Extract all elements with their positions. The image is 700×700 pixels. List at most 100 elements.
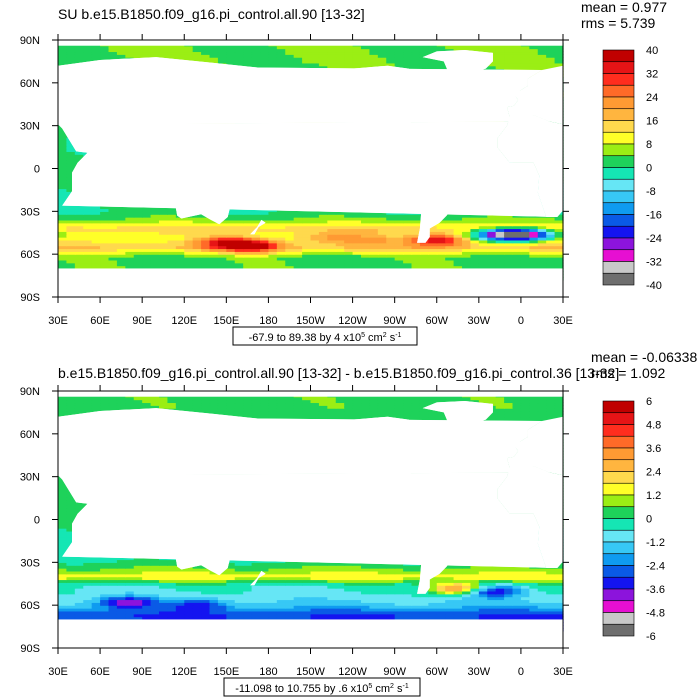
field-cell	[268, 254, 278, 258]
field-cell	[125, 248, 135, 252]
field-cell	[344, 265, 354, 270]
field-cell	[504, 228, 514, 232]
field-cell	[428, 259, 438, 264]
field-cell	[462, 228, 472, 232]
field-cell	[226, 248, 236, 252]
field-cell	[546, 265, 556, 270]
field-cell	[386, 231, 396, 235]
field-cell	[142, 248, 152, 252]
field-cell	[285, 219, 295, 224]
field-cell	[100, 248, 110, 252]
field-cell	[116, 237, 126, 241]
field-cell	[344, 245, 354, 250]
field-cell	[268, 231, 278, 235]
field-cell	[386, 239, 396, 244]
field-cell	[58, 199, 68, 204]
field-cell	[167, 259, 177, 264]
field-cell	[411, 262, 421, 267]
field-cell	[293, 257, 303, 261]
field-cell	[310, 217, 320, 221]
field-cell	[100, 242, 110, 247]
field-cell	[234, 214, 244, 218]
field-cell	[243, 231, 253, 235]
field-cell	[546, 259, 556, 264]
field-cell	[150, 262, 160, 267]
field-cell	[100, 262, 110, 267]
field-cell	[285, 225, 295, 230]
field-cell	[512, 265, 522, 270]
field-cell	[529, 262, 539, 267]
field-cell	[159, 219, 169, 224]
field-cell	[100, 259, 110, 264]
field-cell	[108, 242, 118, 247]
field-cell	[512, 222, 522, 227]
field-cell	[495, 242, 505, 247]
land-antarctica	[58, 268, 563, 297]
field-cell	[108, 225, 118, 230]
field-cell	[369, 237, 379, 241]
field-cell	[318, 245, 328, 250]
field-cell	[478, 231, 488, 235]
field-cell	[175, 237, 185, 241]
field-cell	[487, 219, 497, 224]
field-cell	[243, 245, 253, 250]
field-cell	[234, 239, 244, 244]
field-cell	[58, 254, 68, 258]
field-cell	[142, 259, 152, 264]
field-cell	[268, 262, 278, 267]
field-cell	[150, 257, 160, 261]
field-cell	[369, 231, 379, 235]
field-cell	[217, 219, 227, 224]
field-cell	[192, 257, 202, 261]
field-cell	[335, 265, 345, 270]
field-cell	[554, 245, 564, 250]
field-cell	[268, 248, 278, 252]
field-cell	[436, 254, 446, 258]
field-cell	[201, 245, 211, 250]
field-cell	[504, 245, 514, 250]
field-cell	[377, 214, 387, 218]
field-cell	[150, 248, 160, 252]
field-cell	[335, 248, 345, 252]
field-cell	[335, 228, 345, 232]
field-cell	[520, 217, 530, 221]
field-cell	[302, 245, 312, 250]
field-cell	[276, 254, 286, 258]
field-cell	[209, 265, 219, 270]
field-cell	[411, 265, 421, 270]
field-cell	[529, 239, 539, 244]
field-cell	[142, 219, 152, 224]
field-cell	[546, 228, 556, 232]
field-cell	[369, 248, 379, 252]
field-cell	[251, 251, 261, 255]
field-cell	[411, 231, 421, 235]
field-cell	[66, 211, 76, 215]
field-cell	[520, 234, 530, 238]
field-cell	[394, 214, 404, 218]
field-cell	[91, 259, 101, 264]
field-cell	[445, 219, 455, 224]
field-cell	[209, 234, 219, 238]
field-cell	[546, 262, 556, 267]
field-cell	[142, 228, 152, 232]
field-cell	[537, 222, 547, 227]
field-cell	[403, 228, 413, 232]
field-cell	[529, 234, 539, 238]
field-cell	[352, 237, 362, 241]
field-cell	[66, 157, 76, 161]
field-cell	[192, 217, 202, 221]
field-cell	[302, 248, 312, 252]
field-cell	[453, 214, 463, 218]
field-cell	[504, 231, 514, 235]
field-cell	[66, 165, 76, 170]
field-cell	[251, 239, 261, 244]
field-cell	[554, 248, 564, 252]
field-cell	[302, 231, 312, 235]
field-cell	[159, 239, 169, 244]
field-cell	[58, 251, 68, 255]
field-cell	[335, 254, 345, 258]
field-cell	[268, 245, 278, 250]
field-cell	[133, 211, 143, 215]
field-cell	[344, 214, 354, 218]
field-cell	[478, 245, 488, 250]
